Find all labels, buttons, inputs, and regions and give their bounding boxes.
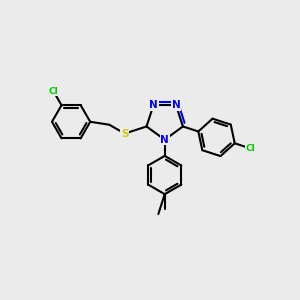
Text: Cl: Cl bbox=[49, 87, 58, 96]
Text: N: N bbox=[172, 100, 180, 110]
Text: N: N bbox=[149, 100, 158, 110]
Text: S: S bbox=[121, 129, 128, 139]
Text: Cl: Cl bbox=[245, 144, 255, 153]
Text: N: N bbox=[160, 135, 169, 145]
